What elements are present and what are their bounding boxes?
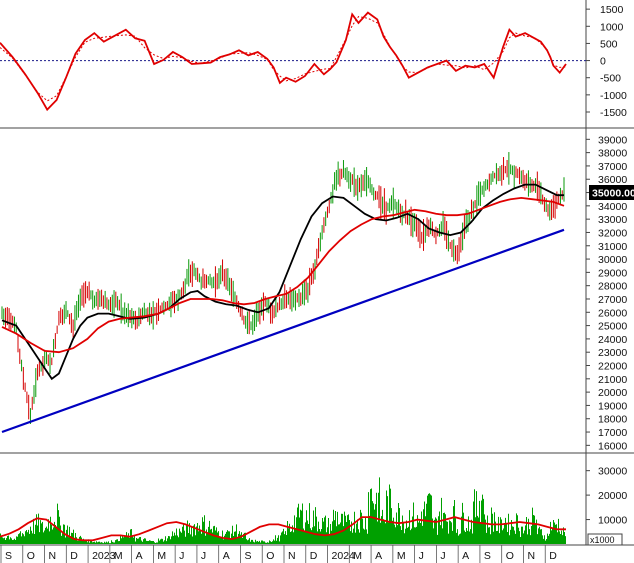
x-axis-label: N [288, 550, 296, 562]
price-tick-label: 20000 [598, 387, 627, 399]
x-axis-label: M [353, 550, 362, 562]
price-tick-label: 17000 [598, 427, 627, 439]
x-axis-label: A [136, 550, 143, 562]
x-axis-label: J [201, 550, 206, 562]
price-tick-label: 26000 [598, 307, 627, 319]
price-tick-label: 31000 [598, 241, 627, 253]
volume-tick-label: 20000 [598, 490, 627, 502]
x-axis-label: J [419, 550, 424, 562]
price-short-ma-line [1, 183, 564, 381]
price-moving-averages [1, 183, 565, 434]
last-price-badge-bg [589, 185, 634, 200]
oscillator-tick-label: 1500 [600, 4, 624, 16]
x-axis-label: D [310, 550, 318, 562]
oscillator-panel: 1500 1000 500 0 -500 -1000 -1500 [0, 0, 634, 129]
x-axis-label: O [27, 550, 35, 562]
price-tick-label: 22000 [598, 361, 627, 373]
volume-ma-line [0, 516, 566, 542]
price-tick-label: 25000 [598, 321, 627, 333]
price-y-axis: 3900038000370003600035000340003300032000… [586, 134, 627, 452]
x-axis-label: J [179, 550, 184, 562]
x-axis-label: D [70, 550, 78, 562]
volume-y-axis: 30000 20000 10000 [586, 466, 627, 527]
oscillator-tick-label: 500 [600, 38, 618, 50]
last-price-label: 35000.00 [592, 188, 634, 200]
price-tick-label: 39000 [598, 134, 627, 146]
price-tick-label: 19000 [598, 400, 627, 412]
x-axis-label: O [266, 550, 274, 562]
last-price-badge: 35000.00 [589, 185, 634, 200]
x-axis-label: 2023 [92, 550, 116, 562]
x-axis-label: J [440, 550, 445, 562]
price-panel: 3900038000370003600035000340003300032000… [0, 128, 634, 454]
volume-unit-box [587, 533, 623, 546]
volume-moving-average [0, 516, 566, 542]
price-tick-label: 23000 [598, 347, 627, 359]
price-tick-label: 21000 [598, 374, 627, 386]
price-long-ma-line [1, 196, 565, 354]
price-tick-label: 28000 [598, 281, 627, 293]
x-axis-label: M [157, 550, 166, 562]
oscillator-line [0, 11, 567, 112]
volume-tick-label: 10000 [598, 515, 627, 527]
price-tick-label: 33000 [598, 214, 627, 226]
x-axis-label: S [484, 550, 491, 562]
x-axis-label: A [375, 550, 382, 562]
x-axis-label: M [114, 550, 123, 562]
x-axis-label: 2024 [332, 550, 356, 562]
oscillator-y-axis: 1500 1000 500 0 -500 -1000 -1500 [586, 4, 627, 119]
x-axis-label: N [527, 550, 535, 562]
volume-panel: 30000 20000 10000 x1000 [0, 453, 634, 546]
price-tick-label: 32000 [598, 227, 627, 239]
x-axis-label: S [244, 550, 251, 562]
oscillator-tick-label: -1000 [600, 90, 627, 102]
price-tick-label: 24000 [598, 334, 627, 346]
x-axis-label: D [549, 550, 557, 562]
oscillator-tick-label: 0 [600, 56, 606, 68]
price-tick-label: 38000 [598, 148, 627, 160]
price-tick-label: 18000 [598, 414, 627, 426]
price-trend-line [1, 228, 565, 434]
x-axis-label: S [5, 550, 12, 562]
volume-unit-label: x1000 [590, 535, 615, 545]
price-tick-label: 27000 [598, 294, 627, 306]
x-axis-label: O [506, 550, 514, 562]
x-axis-label: N [49, 550, 57, 562]
price-tick-label: 29000 [598, 267, 627, 279]
price-tick-label: 34000 [598, 201, 627, 213]
x-axis-label: A [223, 550, 230, 562]
price-tick-label: 37000 [598, 161, 627, 173]
oscillator-series [0, 11, 586, 112]
x-axis-label: A [462, 550, 469, 562]
price-tick-label: 30000 [598, 254, 627, 266]
oscillator-tick-label: 1000 [600, 21, 624, 33]
oscillator-tick-label: -1500 [600, 107, 627, 119]
x-axis-label: M [397, 550, 406, 562]
volume-tick-label: 30000 [598, 466, 627, 478]
oscillator-tick-label: -500 [600, 73, 621, 85]
price-tick-label: 16000 [598, 440, 627, 452]
price-tick-label: 36000 [598, 174, 627, 186]
